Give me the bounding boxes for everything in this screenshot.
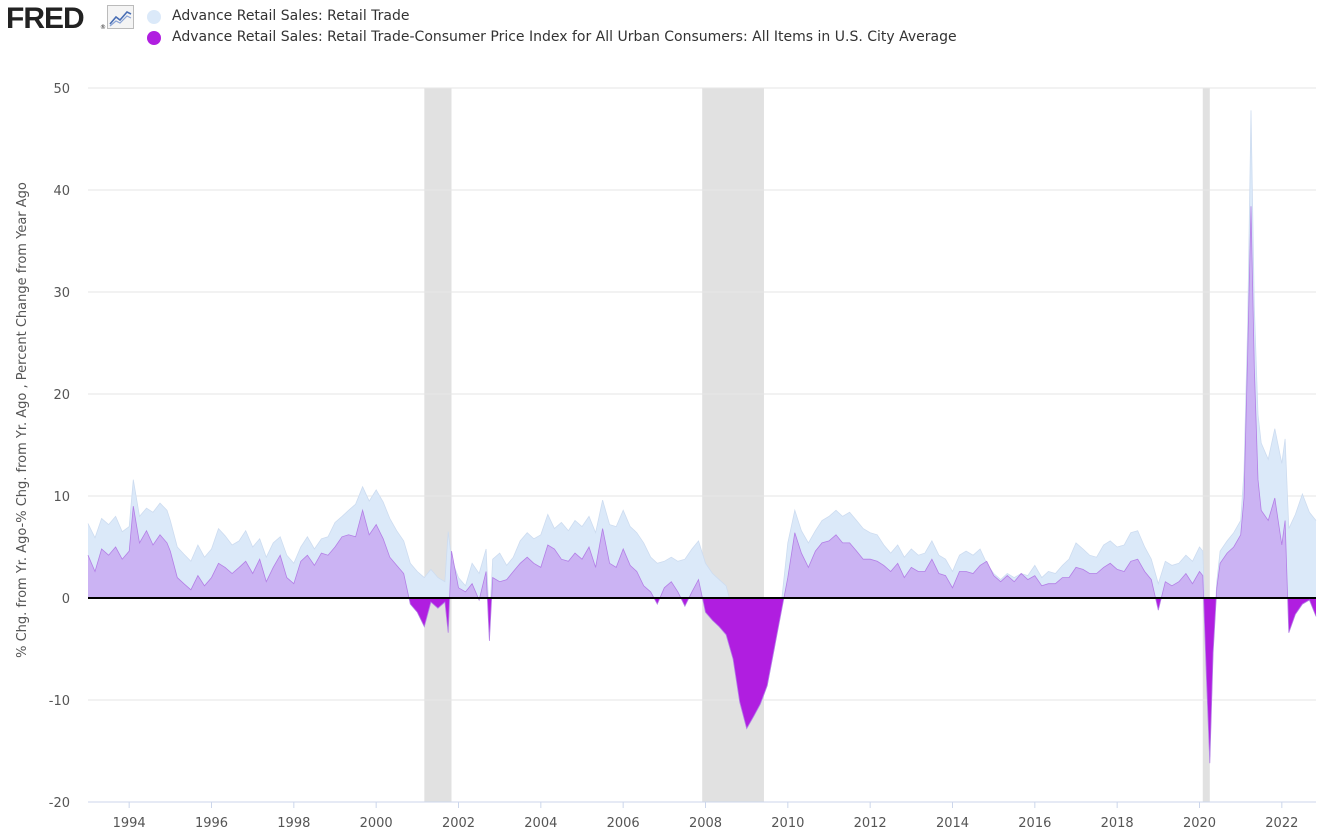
- legend-label-retail-trade: Advance Retail Sales: Retail Trade: [172, 8, 410, 24]
- series-area-0: [88, 110, 1316, 758]
- y-tick-label: -10: [49, 694, 70, 709]
- x-tick-label: 1996: [195, 816, 228, 831]
- x-tick-label: 2006: [607, 816, 640, 831]
- x-tick-label: 2012: [854, 816, 887, 831]
- recession-band-0: [424, 88, 452, 802]
- x-tick-label: 2020: [1183, 816, 1216, 831]
- x-tick-label: 2008: [689, 816, 722, 831]
- y-tick-label: 0: [62, 592, 70, 607]
- x-tick-label: 2010: [771, 816, 804, 831]
- x-tick-label: 2016: [1018, 816, 1051, 831]
- recession-band-2: [1202, 88, 1210, 802]
- chart-header: FRED ® Advance Retail Sales: Retail Trad…: [0, 0, 1324, 60]
- recession-shading: [424, 88, 1210, 802]
- series-line-1: [87, 206, 1317, 764]
- x-tick-label: 2000: [360, 816, 393, 831]
- trend-line-icon: [107, 5, 134, 29]
- fred-logo[interactable]: FRED: [6, 2, 85, 35]
- y-tick-label: 40: [53, 184, 70, 199]
- x-tick-label: 2014: [936, 816, 969, 831]
- x-tick-label: 2022: [1265, 816, 1298, 831]
- legend-swatch-retail-trade: [147, 10, 161, 24]
- legend-swatch-retail-trade-minus-cpi: [147, 31, 161, 45]
- y-tick-label: -20: [49, 796, 70, 811]
- series-line-0: [87, 110, 1317, 758]
- series-areas: [87, 110, 1317, 764]
- x-tick-label: 2002: [442, 816, 475, 831]
- horizontal-gridlines: [88, 87, 1316, 803]
- y-tick-label: 10: [53, 490, 70, 505]
- x-tick-label: 2004: [524, 816, 557, 831]
- x-tick-label: 1998: [277, 816, 310, 831]
- legend-label-retail-trade-minus-cpi: Advance Retail Sales: Retail Trade-Consu…: [172, 29, 957, 45]
- logo-registered-mark: ®: [100, 24, 106, 31]
- series-area-negative-1: [88, 598, 1316, 764]
- y-tick-label: 20: [53, 388, 70, 403]
- series-area-1: [88, 206, 1316, 764]
- y-tick-label: 30: [53, 286, 70, 301]
- y-tick-label: 50: [53, 82, 70, 97]
- y-axis-title: % Chg. from Yr. Ago-% Chg. from Yr. Ago …: [15, 182, 30, 658]
- x-tick-label: 1994: [113, 816, 146, 831]
- x-tick-label: 2018: [1101, 816, 1134, 831]
